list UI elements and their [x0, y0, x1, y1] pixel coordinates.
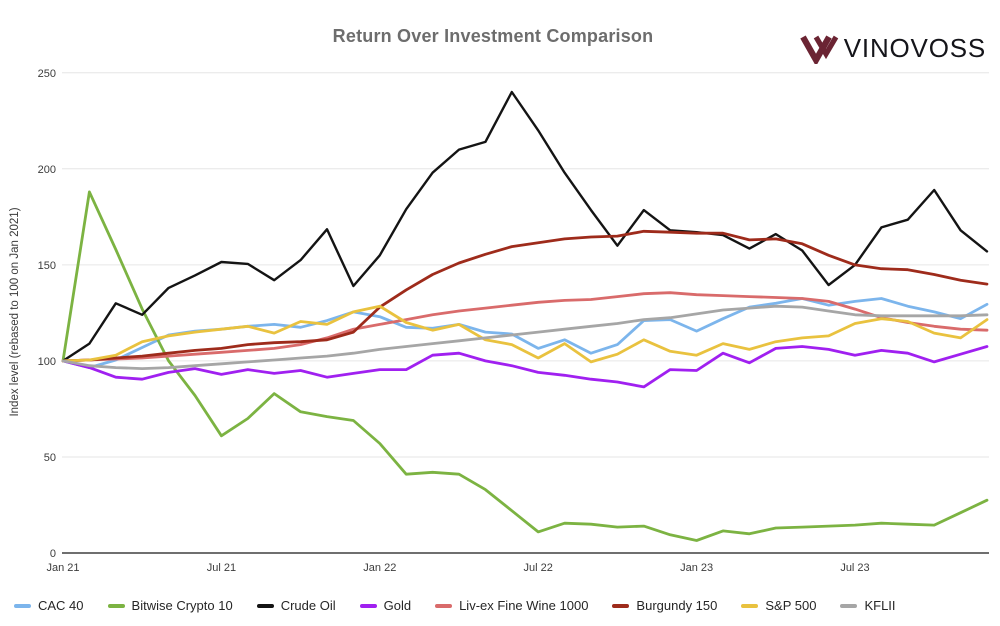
legend-marker-liv-ex-fine-wine-1000: [435, 603, 453, 608]
legend: CAC 40 Bitwise Crypto 10 Crude Oil Gold Liv-…: [14, 598, 896, 613]
legend-label-kflii: KFLII: [864, 598, 896, 613]
series-line-bitwise-crypto-10: [61, 190, 989, 542]
legend-marker-kflii: [840, 603, 858, 608]
vinovoss-logo-text: VINOVOSS: [843, 33, 986, 63]
legend-label-cac-40: CAC 40: [38, 598, 84, 613]
legend-item-burgundy-150: Burgundy 150: [612, 598, 717, 613]
series-line-gold: [61, 345, 989, 389]
series-line-kflii: [61, 304, 989, 371]
x-tick-label-jul-22: Jul 22: [524, 562, 553, 574]
legend-label-s-p-500: S&P 500: [765, 598, 817, 613]
y-tick-label-200: 200: [38, 164, 56, 176]
y-tick-label-150: 150: [38, 260, 56, 272]
x-tick-label-jul-23: Jul 23: [840, 562, 869, 574]
x-tick-label-jan-23: Jan 23: [680, 562, 713, 574]
legend-item-liv-ex-fine-wine-1000: Liv-ex Fine Wine 1000: [435, 598, 588, 613]
y-tick-label-100: 100: [38, 356, 56, 368]
series-line-s-p-500: [61, 304, 989, 364]
legend-marker-s-p-500: [741, 603, 759, 608]
legend-label-bitwise-crypto-10: Bitwise Crypto 10: [131, 598, 233, 613]
legend-item-cac-40: CAC 40: [14, 598, 84, 613]
y-tick-label-0: 0: [50, 548, 56, 560]
x-tick-label-jan-21: Jan 21: [46, 562, 79, 574]
page-title: Return Over Investment Comparison: [332, 26, 654, 46]
legend-item-s-p-500: S&P 500: [741, 598, 816, 613]
legend-label-gold: Gold: [383, 598, 412, 613]
vinovoss-logo: VINOVOSS: [800, 33, 986, 64]
series-line-crude-oil: [61, 90, 989, 363]
legend-item-crude-oil: Crude Oil: [256, 598, 336, 613]
legend-item-bitwise-crypto-10: Bitwise Crypto 10: [107, 598, 233, 613]
y-tick-label-50: 50: [44, 452, 56, 464]
vinovoss-chevron-icon: [800, 34, 839, 64]
legend-marker-cac-40: [14, 603, 31, 608]
series-line-burgundy-150: [61, 229, 989, 363]
x-tick-label-jan-22: Jan 22: [363, 562, 396, 574]
legend-item-gold: Gold: [359, 598, 412, 613]
legend-label-liv-ex-fine-wine-1000: Liv-ex Fine Wine 1000: [459, 598, 589, 613]
legend-marker-gold: [359, 603, 377, 608]
legend-marker-burgundy-150: [612, 603, 630, 608]
legend-label-crude-oil: Crude Oil: [280, 598, 336, 613]
legend-label-burgundy-150: Burgundy 150: [636, 598, 718, 613]
legend-marker-bitwise-crypto-10: [107, 603, 125, 608]
legend-item-kflii: KFLII: [840, 598, 896, 613]
y-tick-label-250: 250: [38, 68, 56, 80]
legend-marker-crude-oil: [256, 603, 274, 608]
x-tick-label-jul-21: Jul 21: [207, 562, 236, 574]
series-line-liv-ex-fine-wine-1000: [61, 291, 989, 363]
